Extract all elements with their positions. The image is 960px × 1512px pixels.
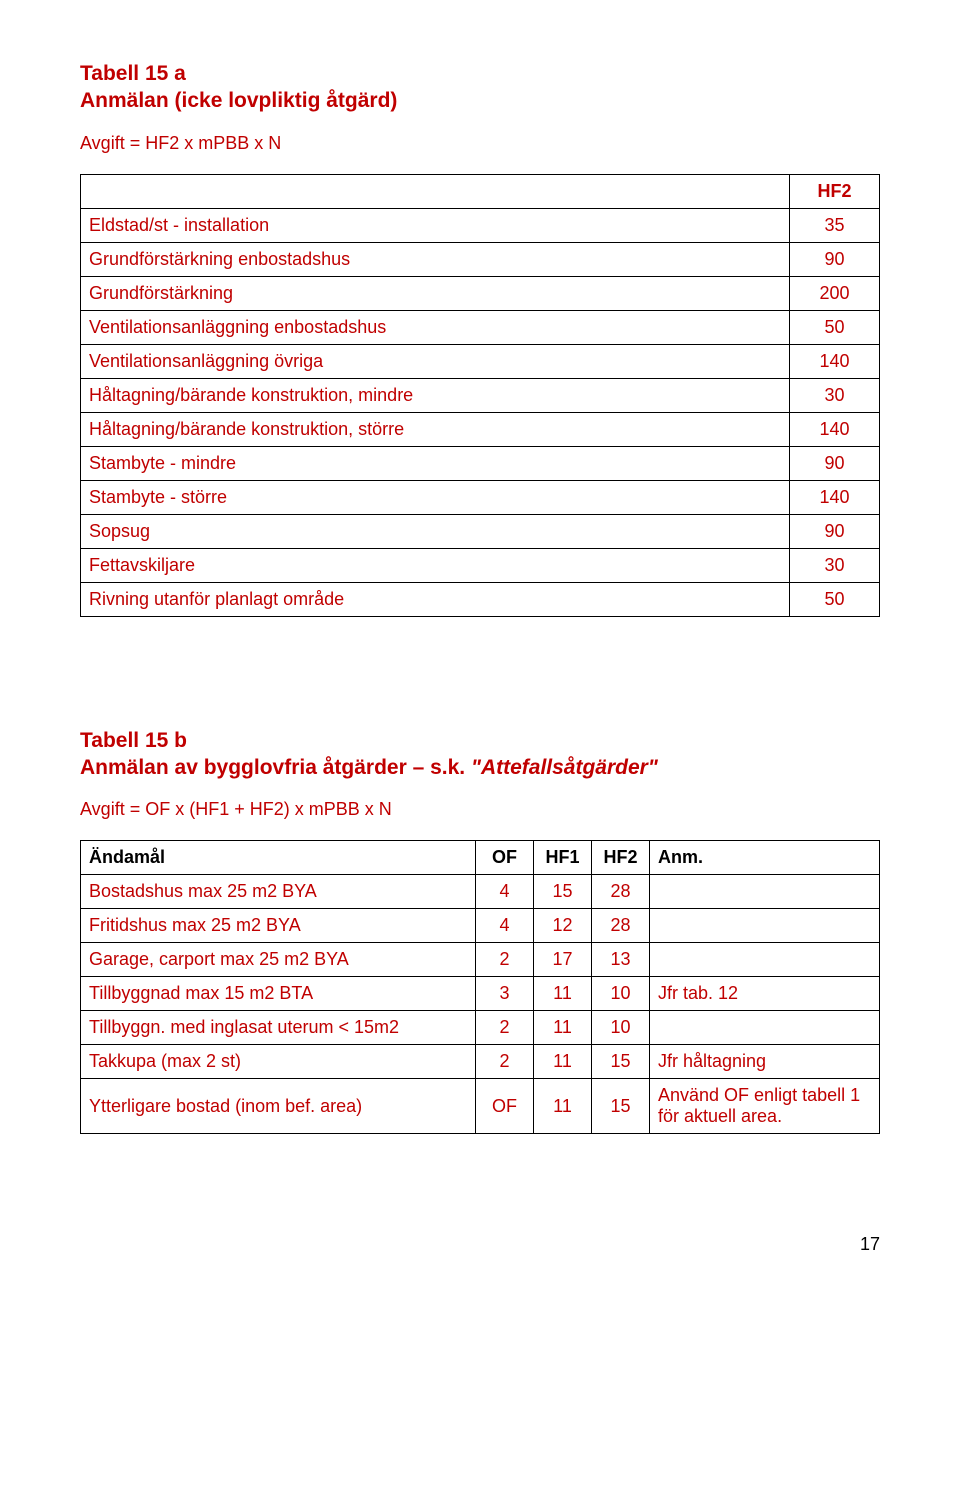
- row-hf1: 17: [534, 943, 592, 977]
- row-label: Sopsug: [81, 514, 790, 548]
- row-hf2: 10: [592, 977, 650, 1011]
- row-label: Ventilationsanläggning övriga: [81, 344, 790, 378]
- table-row: Tillbyggn. med inglasat uterum < 15m2211…: [81, 1011, 880, 1045]
- row-label: Tillbyggnad max 15 m2 BTA: [81, 977, 476, 1011]
- row-value: 30: [790, 548, 880, 582]
- row-label: Stambyte - mindre: [81, 446, 790, 480]
- row-label: Ytterligare bostad (inom bef. area): [81, 1079, 476, 1134]
- row-label: Håltagning/bärande konstruktion, större: [81, 412, 790, 446]
- row-value: 140: [790, 480, 880, 514]
- row-value: 90: [790, 446, 880, 480]
- row-hf2: 15: [592, 1045, 650, 1079]
- row-hf2: 15: [592, 1079, 650, 1134]
- row-hf2: 28: [592, 909, 650, 943]
- header-of: OF: [476, 841, 534, 875]
- row-label: Fettavskiljare: [81, 548, 790, 582]
- section-b-formula: Avgift = OF x (HF1 + HF2) x mPBB x N: [80, 799, 880, 820]
- section-a-formula: Avgift = HF2 x mPBB x N: [80, 133, 880, 154]
- row-value: 90: [790, 514, 880, 548]
- row-hf1: 11: [534, 1079, 592, 1134]
- table-row: Håltagning/bärande konstruktion, större1…: [81, 412, 880, 446]
- table-row: HF2: [81, 174, 880, 208]
- row-value: 140: [790, 344, 880, 378]
- table-row: Tillbyggnad max 15 m2 BTA31110Jfr tab. 1…: [81, 977, 880, 1011]
- row-value: 200: [790, 276, 880, 310]
- table-row: Ytterligare bostad (inom bef. area)OF111…: [81, 1079, 880, 1134]
- table-row: Garage, carport max 25 m2 BYA21713: [81, 943, 880, 977]
- row-of: 4: [476, 909, 534, 943]
- table-row: Fritidshus max 25 m2 BYA41228: [81, 909, 880, 943]
- subtitle-red-part: Anmälan av bygglovfria åtgärder – s.k.: [80, 756, 471, 779]
- row-of: OF: [476, 1079, 534, 1134]
- row-hf2: 28: [592, 875, 650, 909]
- table-row: Takkupa (max 2 st)21115Jfr håltagning: [81, 1045, 880, 1079]
- row-hf1: 11: [534, 1011, 592, 1045]
- row-label: Takkupa (max 2 st): [81, 1045, 476, 1079]
- row-label: Garage, carport max 25 m2 BYA: [81, 943, 476, 977]
- row-value: 140: [790, 412, 880, 446]
- table-row: Stambyte - mindre90: [81, 446, 880, 480]
- row-of: 2: [476, 1045, 534, 1079]
- row-anm: [650, 1011, 880, 1045]
- table-row: Ventilationsanläggning övriga140: [81, 344, 880, 378]
- table-row: Ventilationsanläggning enbostadshus50: [81, 310, 880, 344]
- row-anm: Jfr tab. 12: [650, 977, 880, 1011]
- row-anm: [650, 875, 880, 909]
- row-hf1: 12: [534, 909, 592, 943]
- subtitle-black-part: "Attefallsåtgärder": [471, 756, 658, 779]
- row-label: Grundförstärkning: [81, 276, 790, 310]
- table-row: Grundförstärkning enbostadshus90: [81, 242, 880, 276]
- table-row: Stambyte - större140: [81, 480, 880, 514]
- row-label: Grundförstärkning enbostadshus: [81, 242, 790, 276]
- row-value: 50: [790, 310, 880, 344]
- table-row: Fettavskiljare30: [81, 548, 880, 582]
- row-label: Eldstad/st - installation: [81, 208, 790, 242]
- header-hf2: HF2: [592, 841, 650, 875]
- table-row: Håltagning/bärande konstruktion, mindre3…: [81, 378, 880, 412]
- empty-cell: [81, 174, 790, 208]
- table-row: Grundförstärkning200: [81, 276, 880, 310]
- table-15b: Ändamål OF HF1 HF2 Anm. Bostadshus max 2…: [80, 840, 880, 1134]
- table-row: Eldstad/st - installation35: [81, 208, 880, 242]
- row-value: 30: [790, 378, 880, 412]
- table-15a: HF2 Eldstad/st - installation35Grundförs…: [80, 174, 880, 617]
- row-hf1: 11: [534, 1045, 592, 1079]
- row-hf1: 15: [534, 875, 592, 909]
- table-row: Sopsug90: [81, 514, 880, 548]
- header-hf1: HF1: [534, 841, 592, 875]
- row-label: Rivning utanför planlagt område: [81, 582, 790, 616]
- row-value: 35: [790, 208, 880, 242]
- row-label: Ventilationsanläggning enbostadshus: [81, 310, 790, 344]
- row-label: Bostadshus max 25 m2 BYA: [81, 875, 476, 909]
- row-hf1: 11: [534, 977, 592, 1011]
- table-row: Bostadshus max 25 m2 BYA41528: [81, 875, 880, 909]
- row-label: Stambyte - större: [81, 480, 790, 514]
- row-hf2: 13: [592, 943, 650, 977]
- row-anm: Använd OF enligt tabell 1 för aktuell ar…: [650, 1079, 880, 1134]
- table-row: Rivning utanför planlagt område50: [81, 582, 880, 616]
- section-a-title: Tabell 15 a: [80, 60, 880, 87]
- row-hf2: 10: [592, 1011, 650, 1045]
- header-anm: Anm.: [650, 841, 880, 875]
- row-anm: [650, 909, 880, 943]
- table-row: Ändamål OF HF1 HF2 Anm.: [81, 841, 880, 875]
- row-anm: [650, 943, 880, 977]
- table-header-hf2: HF2: [790, 174, 880, 208]
- row-of: 3: [476, 977, 534, 1011]
- row-of: 4: [476, 875, 534, 909]
- row-value: 50: [790, 582, 880, 616]
- section-b-title: Tabell 15 b: [80, 727, 880, 754]
- row-label: Fritidshus max 25 m2 BYA: [81, 909, 476, 943]
- row-anm: Jfr håltagning: [650, 1045, 880, 1079]
- section-a-subtitle: Anmälan (icke lovpliktig åtgärd): [80, 87, 880, 114]
- page-number: 17: [80, 1234, 880, 1255]
- section-b-subtitle: Anmälan av bygglovfria åtgärder – s.k. "…: [80, 754, 880, 781]
- row-of: 2: [476, 943, 534, 977]
- header-andamal: Ändamål: [81, 841, 476, 875]
- row-label: Håltagning/bärande konstruktion, mindre: [81, 378, 790, 412]
- row-of: 2: [476, 1011, 534, 1045]
- row-value: 90: [790, 242, 880, 276]
- row-label: Tillbyggn. med inglasat uterum < 15m2: [81, 1011, 476, 1045]
